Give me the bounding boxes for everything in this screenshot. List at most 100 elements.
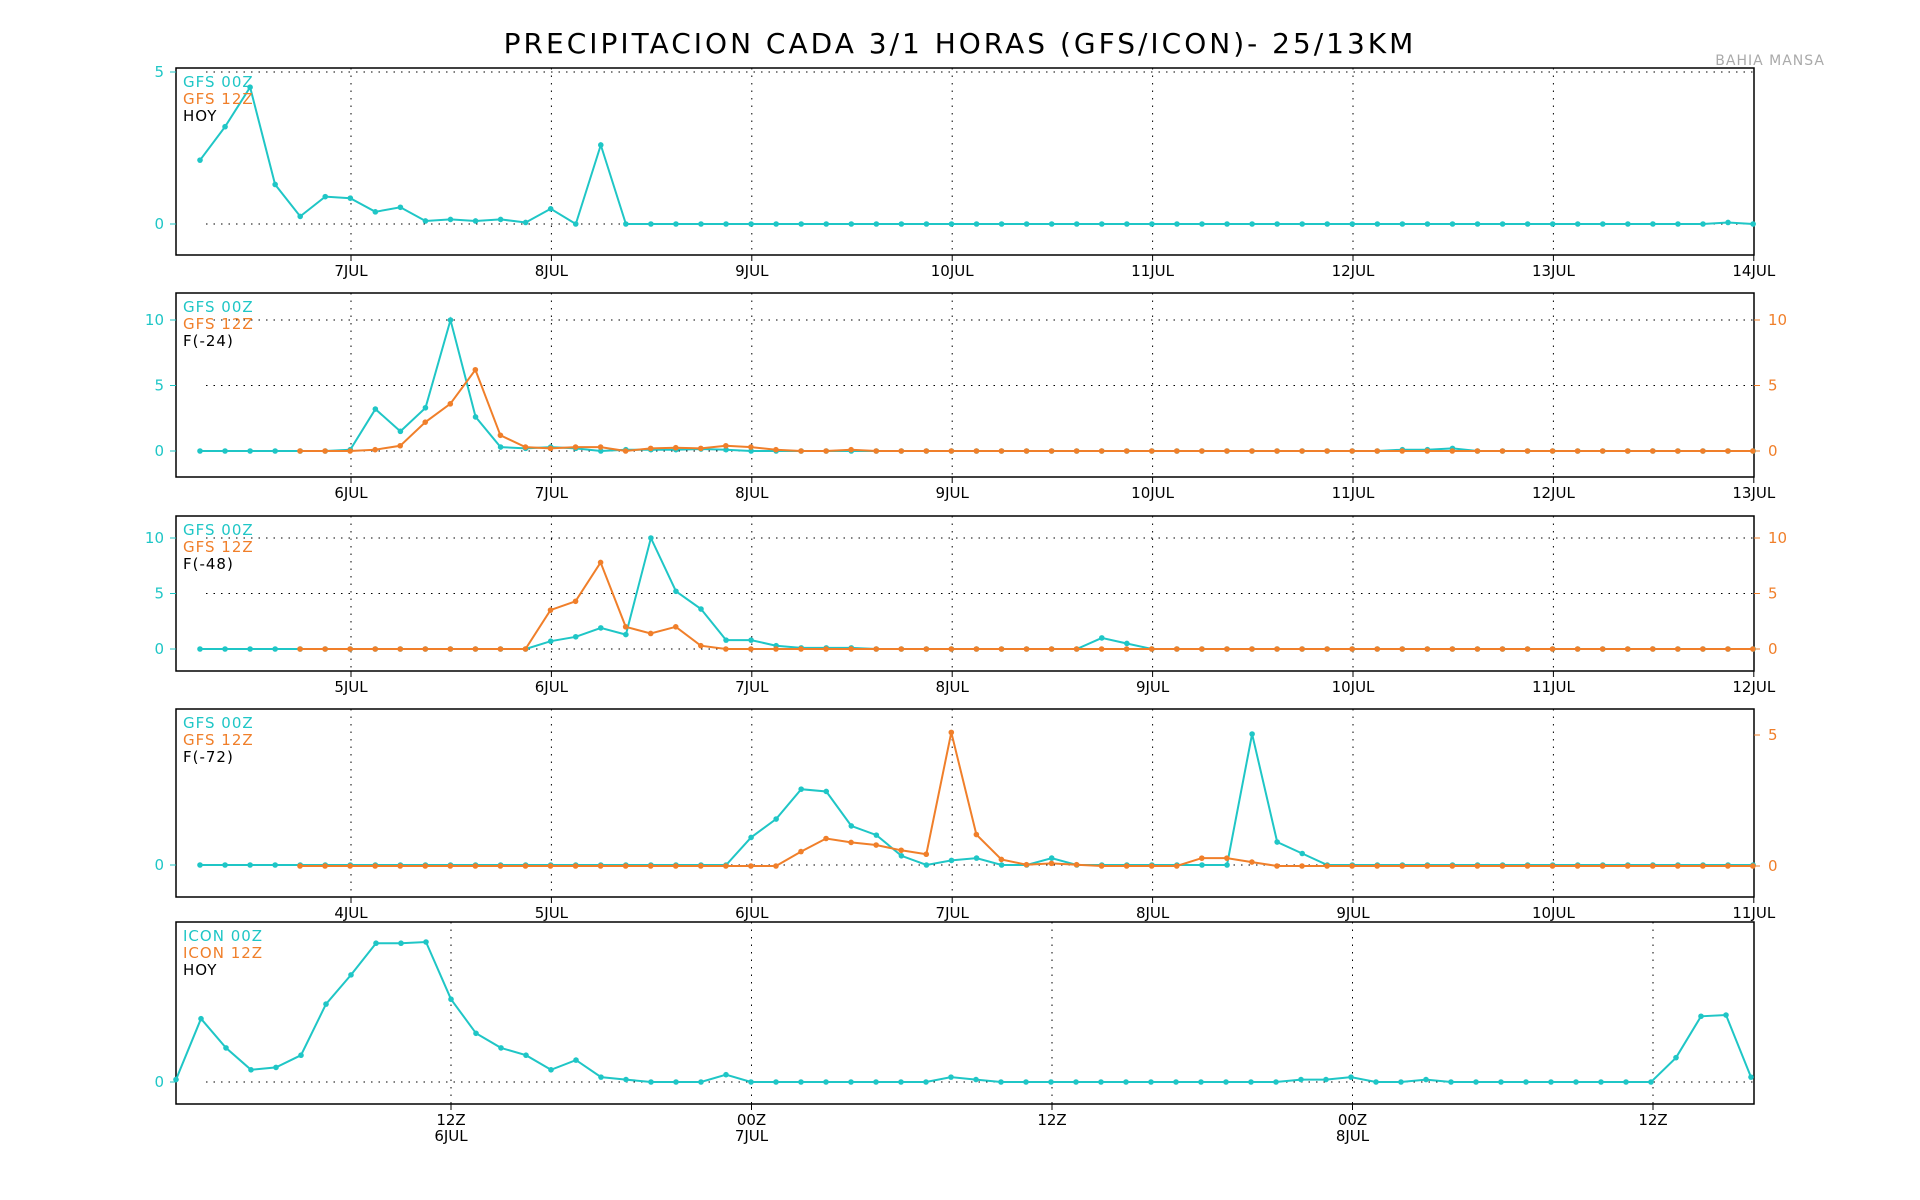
data-point	[1473, 1079, 1479, 1085]
data-point	[1374, 646, 1380, 652]
data-point	[322, 193, 329, 200]
x-tick-label: 7JUL	[735, 678, 769, 696]
data-point	[1248, 1079, 1254, 1085]
chart-panel-3: 5JUL 6JUL 7JUL 8JUL 9JUL 10JUL 11JUL 12JUL 10 5 0 1…	[145, 515, 1787, 696]
data-point	[823, 1079, 829, 1085]
chart-panels: 7JUL 8JUL 9JUL 10JUL 11JUL 12JUL 13JUL 14JUL 5 0 G…	[145, 63, 1787, 1145]
data-point	[1123, 1079, 1129, 1085]
data-point	[1299, 863, 1305, 869]
x-tick-label: 9JUL	[735, 262, 769, 280]
y-tick-label-left: 0	[154, 1073, 164, 1091]
data-point	[1574, 448, 1581, 454]
data-point	[1474, 646, 1481, 652]
data-point	[973, 221, 980, 227]
data-point	[873, 221, 880, 227]
data-point	[497, 216, 504, 223]
data-point	[273, 1064, 279, 1071]
data-point	[823, 835, 829, 842]
data-point	[372, 646, 378, 652]
data-point	[1648, 1079, 1654, 1085]
data-point	[347, 195, 354, 201]
data-point	[798, 448, 804, 454]
data-point	[1023, 448, 1030, 454]
data-point	[1723, 1012, 1729, 1018]
data-point	[1224, 855, 1230, 861]
data-point	[222, 448, 228, 454]
data-point	[1123, 448, 1130, 454]
data-point	[748, 637, 754, 643]
data-point	[1549, 646, 1556, 652]
x-tick-label: 14JUL	[1732, 262, 1775, 280]
data-point	[1673, 1054, 1679, 1061]
data-point	[1224, 646, 1230, 652]
chart-panel-1: 7JUL 8JUL 9JUL 10JUL 11JUL 12JUL 13JUL 14JUL 5 0 G…	[154, 63, 1775, 280]
data-point	[823, 646, 829, 652]
data-point	[1374, 221, 1381, 227]
series-line-run-12z	[300, 367, 1753, 453]
legend-entry: GFS 00Z	[183, 73, 254, 91]
data-point	[598, 1074, 604, 1080]
data-point	[372, 209, 379, 215]
data-point	[898, 646, 904, 652]
data-point	[597, 444, 604, 450]
data-point	[948, 221, 955, 227]
data-point	[848, 221, 855, 227]
y-tick-label-right: 5	[1768, 585, 1778, 603]
data-point	[422, 218, 429, 224]
data-point	[547, 206, 554, 212]
data-point	[397, 428, 404, 435]
x-tick-label: 9JUL	[1336, 904, 1370, 922]
data-point	[1199, 221, 1205, 227]
data-point	[622, 863, 629, 869]
data-point	[272, 646, 278, 652]
data-point	[1698, 1013, 1704, 1020]
data-point	[1548, 1079, 1554, 1085]
data-point	[1624, 448, 1631, 454]
series-line-run-00z	[200, 316, 1754, 453]
data-point	[1299, 221, 1305, 227]
data-point	[773, 816, 779, 822]
x-tick-label: 10JUL	[931, 262, 974, 280]
series-line-run-12z	[300, 732, 1753, 867]
data-point	[1073, 221, 1080, 227]
data-point	[1098, 646, 1105, 652]
data-point	[472, 863, 479, 869]
data-point	[497, 863, 504, 869]
data-point	[1748, 1074, 1754, 1080]
data-point	[1199, 855, 1205, 861]
data-point	[522, 863, 529, 869]
legend-entry: F(-72)	[183, 748, 234, 766]
series-line-run-12z	[300, 560, 1753, 650]
y-tick-label-right: 5	[1768, 726, 1778, 744]
data-point	[322, 646, 328, 652]
x-tick-label: 4JUL	[334, 904, 368, 922]
data-point	[1324, 863, 1330, 869]
data-point	[1700, 221, 1706, 227]
data-point	[748, 646, 754, 652]
data-point	[923, 851, 930, 858]
data-point	[622, 448, 629, 454]
data-point	[1323, 1076, 1329, 1083]
x-tick-sublabel: 6JUL	[434, 1127, 468, 1145]
data-point	[973, 448, 980, 454]
data-point	[1249, 859, 1255, 865]
data-point	[1298, 1076, 1304, 1083]
panel-frame	[175, 67, 1755, 256]
data-point	[1274, 221, 1280, 227]
data-point	[1373, 1079, 1379, 1085]
data-point	[598, 625, 604, 631]
legend-entry: HOY	[183, 107, 217, 125]
legend-entry: GFS 00Z	[183, 298, 254, 316]
data-point	[1174, 221, 1180, 227]
location-label: BAHIA MANSA	[1715, 53, 1825, 69]
data-point	[447, 646, 454, 652]
data-point	[1023, 221, 1030, 227]
data-point	[422, 646, 429, 652]
data-point	[1449, 646, 1456, 652]
data-point	[998, 448, 1005, 454]
data-point	[1198, 1079, 1204, 1085]
data-point	[973, 646, 980, 652]
data-point	[372, 406, 379, 412]
data-point	[1148, 1079, 1154, 1085]
